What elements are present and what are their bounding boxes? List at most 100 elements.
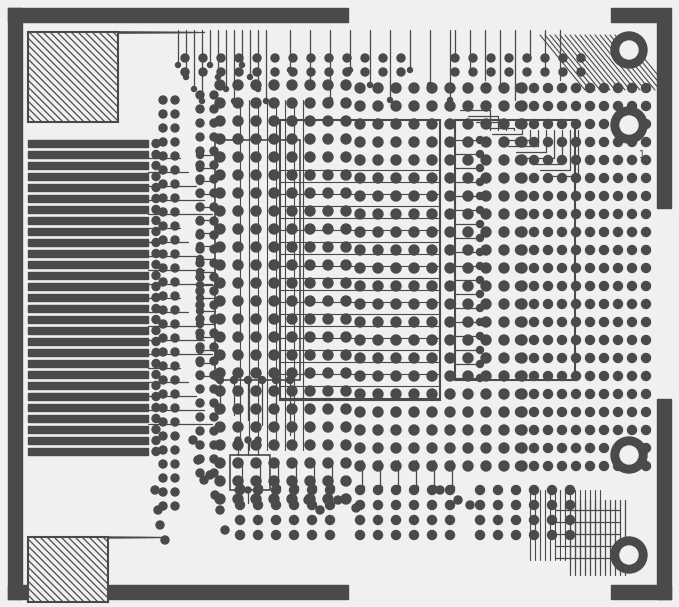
Circle shape [391,227,401,237]
Circle shape [391,245,401,255]
Circle shape [559,68,567,76]
Circle shape [251,152,261,162]
Circle shape [196,287,204,295]
Circle shape [323,440,333,450]
Circle shape [373,281,383,291]
Circle shape [517,137,527,147]
Circle shape [269,260,279,270]
Circle shape [530,299,538,308]
Circle shape [210,175,218,183]
Circle shape [530,155,538,164]
Circle shape [585,84,595,92]
Circle shape [196,308,204,314]
Circle shape [600,426,608,435]
Circle shape [391,443,401,453]
Circle shape [305,440,315,450]
Circle shape [494,515,502,524]
Circle shape [517,281,527,291]
Circle shape [391,389,401,399]
Circle shape [152,217,160,225]
Circle shape [477,291,483,297]
Circle shape [343,54,351,62]
Circle shape [215,332,225,342]
Circle shape [171,166,179,174]
Circle shape [233,152,243,162]
Circle shape [511,531,521,540]
Circle shape [323,224,333,234]
Circle shape [627,426,636,435]
Circle shape [272,376,280,384]
Circle shape [487,68,495,76]
Circle shape [341,134,351,144]
Circle shape [373,263,383,273]
Circle shape [572,426,581,435]
Circle shape [547,486,557,495]
Circle shape [287,278,297,288]
Circle shape [152,206,160,214]
Bar [28,283,148,290]
Circle shape [159,278,167,286]
Circle shape [572,407,581,416]
Circle shape [210,133,218,141]
Circle shape [269,332,279,342]
Circle shape [215,278,225,288]
Circle shape [289,486,299,495]
Circle shape [171,110,179,118]
Circle shape [233,170,243,180]
Circle shape [196,469,204,477]
Circle shape [305,386,315,396]
Circle shape [215,404,225,414]
Circle shape [307,68,315,76]
Circle shape [391,119,401,129]
Bar [28,305,148,312]
Circle shape [159,348,167,356]
Circle shape [269,368,279,378]
Circle shape [572,120,581,129]
Circle shape [341,170,351,180]
Circle shape [373,389,383,399]
Circle shape [323,458,333,468]
Circle shape [585,209,595,219]
Circle shape [210,357,218,365]
Circle shape [215,224,225,234]
Circle shape [159,390,167,398]
Circle shape [391,263,401,273]
Circle shape [409,119,419,129]
Circle shape [481,317,491,327]
Circle shape [159,488,167,496]
Circle shape [543,336,553,345]
Circle shape [392,501,401,509]
Circle shape [427,83,437,93]
Circle shape [287,350,297,360]
Circle shape [391,461,401,471]
Circle shape [445,137,455,147]
Circle shape [341,188,351,198]
Circle shape [196,217,204,225]
Circle shape [196,105,204,113]
Circle shape [427,317,437,327]
Circle shape [152,382,160,390]
Circle shape [216,506,224,514]
Circle shape [251,386,261,396]
Circle shape [272,531,280,540]
Circle shape [627,317,636,327]
Circle shape [215,458,225,468]
Circle shape [373,299,383,309]
Circle shape [499,83,509,93]
Circle shape [253,531,263,540]
Circle shape [477,361,483,367]
Circle shape [481,389,491,399]
Circle shape [515,101,524,110]
Circle shape [215,476,225,486]
Circle shape [600,155,608,164]
Circle shape [557,174,566,183]
Circle shape [614,101,623,110]
Circle shape [259,376,265,384]
Bar [28,206,148,213]
Circle shape [499,245,509,255]
Circle shape [287,422,297,432]
Circle shape [547,515,557,524]
Circle shape [627,245,636,254]
Circle shape [523,54,531,62]
Circle shape [642,407,650,416]
